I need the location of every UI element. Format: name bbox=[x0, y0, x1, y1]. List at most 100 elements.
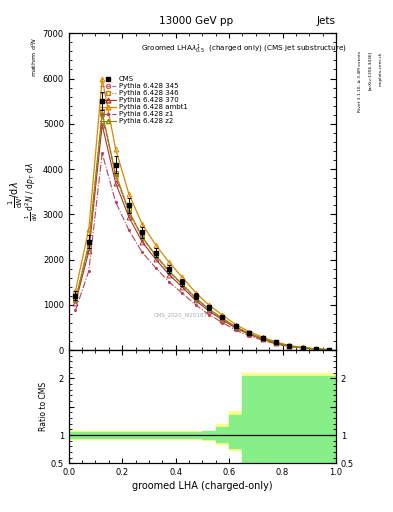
Pythia 6.428 345 bbox=[73, 297, 78, 304]
Text: mcplots.cern.ch: mcplots.cern.ch bbox=[378, 51, 382, 86]
Pythia 6.428 z1 bbox=[314, 346, 318, 352]
Pythia 6.428 z2 bbox=[274, 339, 278, 346]
Pythia 6.428 z2 bbox=[193, 295, 198, 301]
Pythia 6.428 370 bbox=[220, 317, 225, 323]
Pythia 6.428 z1 bbox=[140, 249, 145, 255]
Pythia 6.428 ambt1 bbox=[167, 259, 171, 265]
Pythia 6.428 370 bbox=[287, 343, 292, 349]
Text: 13000 GeV pp: 13000 GeV pp bbox=[160, 16, 233, 27]
Pythia 6.428 ambt1 bbox=[100, 75, 105, 81]
Line: Pythia 6.428 345: Pythia 6.428 345 bbox=[73, 113, 331, 352]
Pythia 6.428 370 bbox=[233, 325, 238, 331]
Pythia 6.428 346 bbox=[300, 345, 305, 351]
Pythia 6.428 370 bbox=[314, 346, 318, 352]
Pythia 6.428 z2 bbox=[247, 330, 252, 336]
Pythia 6.428 z2 bbox=[73, 297, 78, 304]
Pythia 6.428 z2 bbox=[113, 171, 118, 177]
Pythia 6.428 370 bbox=[167, 271, 171, 278]
Pythia 6.428 z1 bbox=[207, 312, 211, 318]
Pythia 6.428 345 bbox=[300, 345, 305, 351]
Pythia 6.428 346 bbox=[220, 315, 225, 321]
Pythia 6.428 345 bbox=[233, 324, 238, 330]
Pythia 6.428 346 bbox=[153, 251, 158, 258]
Pythia 6.428 z1 bbox=[73, 307, 78, 313]
Text: Jets: Jets bbox=[317, 16, 336, 27]
Pythia 6.428 z2 bbox=[153, 252, 158, 258]
Pythia 6.428 345 bbox=[167, 269, 171, 275]
Pythia 6.428 z2 bbox=[167, 268, 171, 274]
Pythia 6.428 370 bbox=[300, 345, 305, 351]
Pythia 6.428 346 bbox=[100, 108, 105, 114]
Pythia 6.428 370 bbox=[247, 331, 252, 337]
Pythia 6.428 ambt1 bbox=[220, 312, 225, 318]
Pythia 6.428 346 bbox=[287, 343, 292, 349]
Pythia 6.428 z2 bbox=[207, 306, 211, 312]
Pythia 6.428 346 bbox=[86, 240, 91, 246]
Pythia 6.428 z2 bbox=[287, 343, 292, 349]
Pythia 6.428 345 bbox=[180, 282, 185, 288]
Text: Rivet 3.1.10, ≥ 3.4M events: Rivet 3.1.10, ≥ 3.4M events bbox=[358, 51, 362, 112]
Pythia 6.428 370 bbox=[73, 300, 78, 306]
Pythia 6.428 370 bbox=[193, 297, 198, 304]
Line: Pythia 6.428 z1: Pythia 6.428 z1 bbox=[74, 152, 331, 352]
Pythia 6.428 z1 bbox=[247, 333, 252, 339]
Pythia 6.428 370 bbox=[327, 347, 332, 353]
Pythia 6.428 z1 bbox=[86, 268, 91, 274]
Line: Pythia 6.428 346: Pythia 6.428 346 bbox=[73, 109, 331, 352]
Y-axis label: $\frac{1}{\mathrm{d}N}\ \mathrm{d}^2 N\ /\ \mathrm{d}p_T\ \mathrm{d}\lambda$: $\frac{1}{\mathrm{d}N}\ \mathrm{d}^2 N\ … bbox=[24, 162, 40, 221]
X-axis label: groomed LHA (charged-only): groomed LHA (charged-only) bbox=[132, 481, 273, 492]
Pythia 6.428 z2 bbox=[140, 234, 145, 240]
Pythia 6.428 z2 bbox=[180, 281, 185, 287]
Pythia 6.428 ambt1 bbox=[180, 274, 185, 281]
Pythia 6.428 370 bbox=[127, 214, 131, 220]
Pythia 6.428 z1 bbox=[193, 302, 198, 308]
Pythia 6.428 346 bbox=[167, 267, 171, 273]
Pythia 6.428 346 bbox=[247, 330, 252, 336]
Pythia 6.428 345 bbox=[220, 315, 225, 322]
Pythia 6.428 345 bbox=[287, 343, 292, 349]
Pythia 6.428 345 bbox=[274, 340, 278, 346]
Pythia 6.428 z1 bbox=[153, 265, 158, 271]
Pythia 6.428 345 bbox=[127, 209, 131, 215]
Pythia 6.428 346 bbox=[274, 339, 278, 346]
Pythia 6.428 370 bbox=[100, 122, 105, 128]
Pythia 6.428 346 bbox=[207, 306, 211, 312]
Pythia 6.428 346 bbox=[233, 324, 238, 330]
Pythia 6.428 ambt1 bbox=[327, 347, 332, 353]
Pythia 6.428 z2 bbox=[86, 241, 91, 247]
Pythia 6.428 346 bbox=[314, 346, 318, 352]
Pythia 6.428 ambt1 bbox=[153, 242, 158, 248]
Pythia 6.428 z1 bbox=[233, 327, 238, 333]
Pythia 6.428 345 bbox=[260, 335, 265, 342]
Text: $\frac{1}{\mathrm{d}N} / \mathrm{d}\lambda$: $\frac{1}{\mathrm{d}N} / \mathrm{d}\lamb… bbox=[7, 181, 25, 208]
Pythia 6.428 370 bbox=[113, 180, 118, 186]
Pythia 6.428 z1 bbox=[274, 341, 278, 347]
Pythia 6.428 346 bbox=[193, 294, 198, 301]
Pythia 6.428 z2 bbox=[314, 346, 318, 352]
Pythia 6.428 ambt1 bbox=[86, 226, 91, 232]
Pythia 6.428 ambt1 bbox=[274, 339, 278, 345]
Y-axis label: Ratio to CMS: Ratio to CMS bbox=[39, 382, 48, 431]
Pythia 6.428 346 bbox=[73, 295, 78, 301]
Pythia 6.428 346 bbox=[260, 335, 265, 342]
Pythia 6.428 ambt1 bbox=[127, 191, 131, 197]
Line: Pythia 6.428 z2: Pythia 6.428 z2 bbox=[73, 111, 331, 352]
Pythia 6.428 ambt1 bbox=[73, 288, 78, 294]
Pythia 6.428 z1 bbox=[100, 150, 105, 156]
Pythia 6.428 345 bbox=[247, 331, 252, 337]
Pythia 6.428 z1 bbox=[260, 337, 265, 343]
Pythia 6.428 z1 bbox=[167, 279, 171, 285]
Pythia 6.428 345 bbox=[327, 347, 332, 353]
Text: CMS_2020_I920187: CMS_2020_I920187 bbox=[154, 313, 208, 318]
Pythia 6.428 z1 bbox=[327, 347, 332, 353]
Line: Pythia 6.428 370: Pythia 6.428 370 bbox=[73, 122, 332, 352]
Pythia 6.428 ambt1 bbox=[287, 343, 292, 349]
Text: [arXiv:1306.3436]: [arXiv:1306.3436] bbox=[368, 51, 372, 91]
Pythia 6.428 z2 bbox=[327, 347, 332, 353]
Pythia 6.428 z2 bbox=[100, 110, 105, 116]
Pythia 6.428 ambt1 bbox=[207, 302, 211, 308]
Pythia 6.428 z1 bbox=[287, 344, 292, 350]
Legend: CMS, Pythia 6.428 345, Pythia 6.428 346, Pythia 6.428 370, Pythia 6.428 ambt1, P: CMS, Pythia 6.428 345, Pythia 6.428 346,… bbox=[99, 75, 189, 126]
Pythia 6.428 z2 bbox=[300, 345, 305, 351]
Pythia 6.428 ambt1 bbox=[247, 329, 252, 335]
